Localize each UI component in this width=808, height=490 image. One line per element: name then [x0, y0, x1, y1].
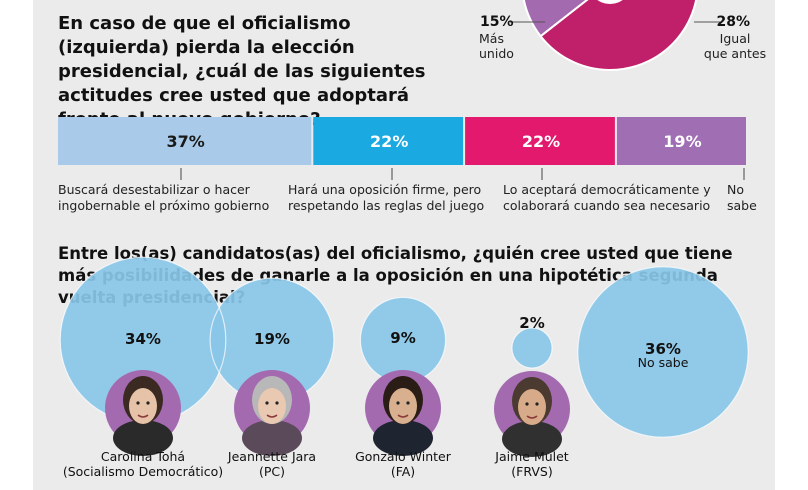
bubble-value-label-1: 34% [125, 330, 161, 348]
bar-description-1-1: Buscará desestabilizar o hacer [58, 182, 251, 197]
portrait-eye-l-3 [396, 401, 400, 405]
portrait-mouth-4 [526, 415, 538, 419]
pie-slice-3 [539, 0, 698, 71]
bubble-1 [60, 257, 226, 423]
bubble-name-3-2: (FA) [391, 464, 415, 479]
portrait-shirt-3 [373, 420, 433, 456]
pie-slice-1 [522, 0, 589, 38]
portrait-eye-r-2 [275, 401, 279, 405]
bar-description-1-2: ingobernable el próximo gobierno [58, 198, 269, 213]
portrait-eye-l-4 [525, 402, 529, 406]
bubble-name-1-1: Carolina Tohá [101, 449, 185, 464]
bar-segment-4 [616, 117, 746, 165]
bubble-name-3-1: Gonzalo Winter [355, 449, 452, 464]
pie-pct-label-2: 28% [716, 14, 750, 30]
pie-hole [597, 0, 623, 4]
bubble-outline-4 [511, 327, 553, 369]
bar-description-4-2: sabe [727, 198, 757, 213]
portrait-eye-r-1 [146, 401, 150, 405]
bubble-2 [210, 278, 334, 402]
bar-value-label-1: 37% [167, 132, 205, 151]
portrait-face-4 [518, 389, 546, 425]
portrait-eye-r-4 [535, 402, 539, 406]
bar-description-3-2: colaborará cuando sea necesario [503, 198, 710, 213]
bubble-name-1-2: (Socialismo Democrático) [63, 464, 223, 479]
portrait-mouth-2 [266, 414, 278, 418]
portrait-mouth-1 [137, 414, 149, 418]
bubble-value-label-4: 2% [519, 314, 544, 332]
bubble-value-label-3: 9% [390, 329, 415, 347]
bar-description-4-1: No [727, 182, 744, 197]
bar-segment-3 [465, 117, 615, 165]
bar-value-label-4: 19% [663, 132, 701, 151]
pie-slice-label-1-2: unido [479, 46, 514, 61]
portrait-shirt-4 [502, 421, 562, 457]
bar-value-label-2: 22% [370, 132, 408, 151]
portrait-face-1 [129, 388, 157, 424]
portrait-face-2 [258, 388, 286, 424]
portrait-shirt-2 [242, 420, 302, 456]
bubble-4 [511, 327, 553, 369]
portrait-eye-l-1 [136, 401, 140, 405]
bar-description-2-2: respetando las reglas del juego [288, 198, 484, 213]
pie-slice-label-1-1: Más [479, 31, 504, 46]
bubble-name-2-1: Jeannette Jara [227, 449, 316, 464]
bubble-name-2-2: (PC) [259, 464, 285, 479]
pie-slice-label-2-2: que antes [704, 46, 766, 61]
bar-value-label-3: 22% [522, 132, 560, 151]
bubble-name-5-1: No sabe [638, 355, 689, 370]
bubble-name-4-2: (FRVS) [511, 464, 552, 479]
bubble-5 [577, 266, 749, 438]
bubble-name-4-1: Jaime Mulet [494, 449, 569, 464]
pie-slice-label-2-1: Igual [720, 31, 751, 46]
bar-description-3-1: Lo aceptará democráticamente y [503, 182, 711, 197]
pie-pct-label-1: 15% [480, 14, 514, 30]
question-2-title: Entre los(as) candidatos(as) del oficial… [58, 244, 733, 307]
portrait-shirt-1 [113, 420, 173, 456]
bar-segment-2 [313, 117, 464, 165]
bubble-outline-5 [577, 266, 749, 438]
bar-segment-1 [58, 117, 312, 165]
bubble-value-label-2: 19% [254, 330, 290, 348]
bar-description-2-1: Hará una oposición firme, pero [288, 182, 481, 197]
portrait-face-3 [389, 388, 417, 424]
portrait-eye-r-3 [406, 401, 410, 405]
bubble-value-label-5: 36% [645, 340, 681, 358]
portrait-eye-l-2 [265, 401, 269, 405]
bubble-3 [360, 297, 446, 383]
portrait-mouth-3 [397, 414, 409, 418]
bubble-group [59, 256, 749, 457]
